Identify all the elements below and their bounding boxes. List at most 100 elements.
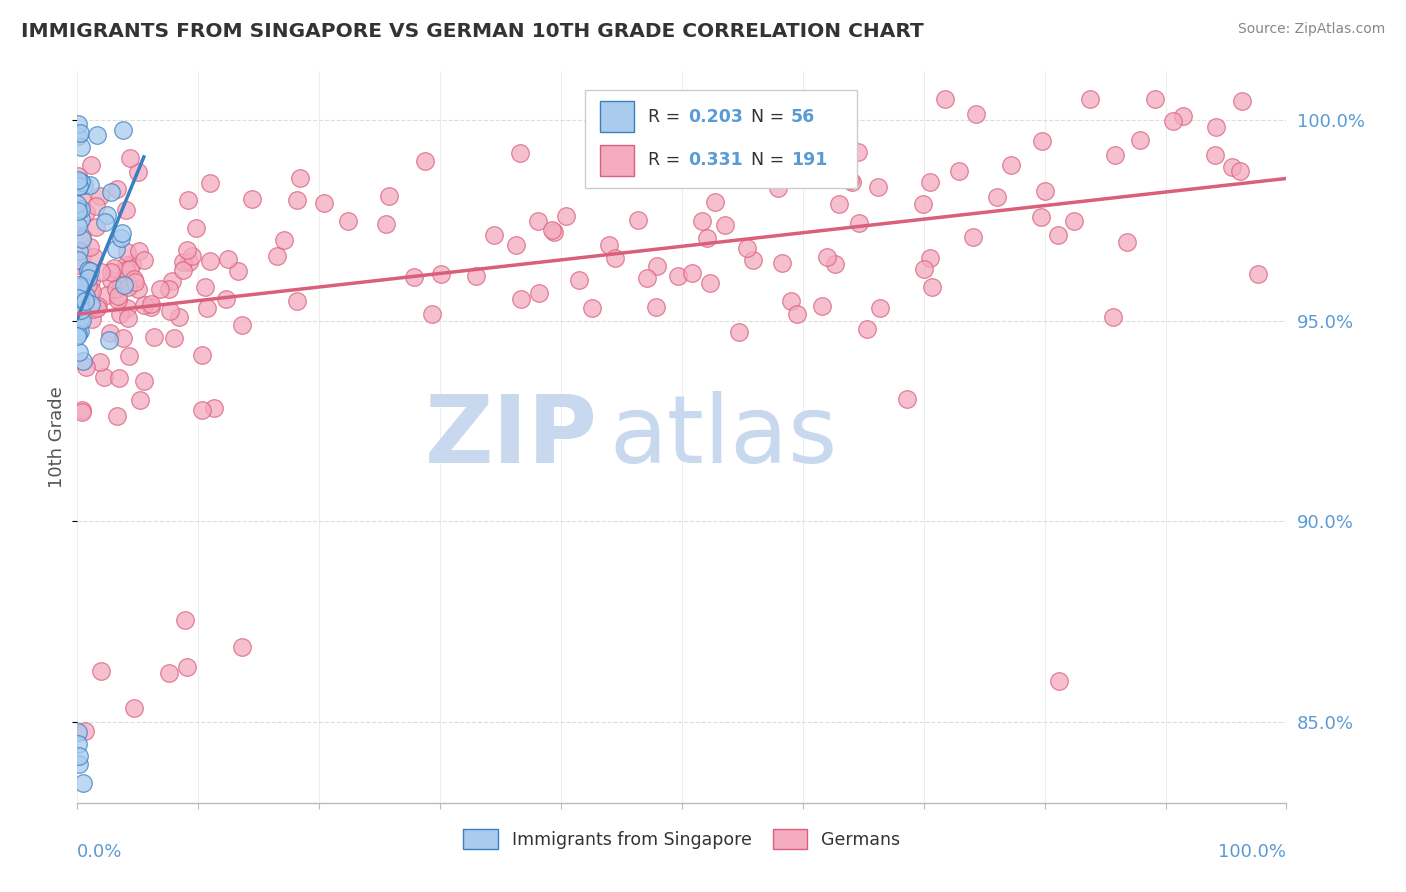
- Point: [94, 215, 117, 229]
- Point: [66, 197, 89, 211]
- Point: [186, 221, 208, 235]
- Point: [375, 217, 398, 231]
- Point: [200, 177, 222, 191]
- Bar: [600, 102, 634, 132]
- Point: [114, 263, 136, 277]
- Point: [176, 243, 198, 257]
- Point: [1033, 184, 1056, 198]
- Point: [555, 209, 578, 223]
- Point: [111, 278, 134, 293]
- Point: [121, 256, 143, 270]
- Point: [132, 297, 155, 311]
- Text: R =: R =: [648, 151, 686, 169]
- Point: [636, 270, 658, 285]
- Point: [67, 280, 90, 294]
- Point: [509, 145, 531, 160]
- Point: [127, 165, 149, 179]
- Point: [83, 250, 105, 264]
- Point: [69, 293, 91, 307]
- Text: 0.331: 0.331: [688, 151, 742, 169]
- Point: [645, 300, 668, 314]
- Point: [226, 264, 249, 278]
- Point: [725, 135, 748, 149]
- Point: [100, 273, 122, 287]
- Point: [98, 326, 121, 341]
- Point: [100, 265, 122, 279]
- Point: [290, 171, 312, 186]
- Text: N =: N =: [751, 108, 790, 126]
- Point: [110, 231, 132, 245]
- Point: [918, 175, 941, 189]
- Point: [72, 776, 94, 790]
- Point: [198, 254, 221, 268]
- Point: [69, 175, 91, 189]
- Point: [66, 320, 89, 334]
- Point: [856, 322, 879, 336]
- Point: [66, 725, 89, 739]
- Point: [962, 229, 984, 244]
- Point: [86, 301, 108, 316]
- Point: [67, 244, 90, 259]
- Point: [838, 173, 860, 187]
- Text: 0.0%: 0.0%: [77, 843, 122, 861]
- Point: [1063, 214, 1085, 228]
- Point: [108, 308, 131, 322]
- Point: [1116, 235, 1139, 249]
- Point: [70, 405, 93, 419]
- Point: [67, 278, 90, 293]
- Point: [690, 214, 713, 228]
- Point: [1102, 310, 1125, 324]
- Point: [79, 283, 101, 297]
- Point: [312, 195, 335, 210]
- Point: [69, 324, 91, 338]
- Point: [413, 154, 436, 169]
- Point: [80, 274, 103, 288]
- Point: [174, 613, 197, 627]
- Point: [965, 107, 987, 121]
- Point: [986, 190, 1008, 204]
- Point: [80, 158, 103, 172]
- Point: [159, 282, 181, 296]
- Point: [73, 294, 96, 309]
- Point: [1078, 93, 1101, 107]
- Point: [598, 237, 620, 252]
- Point: [786, 307, 808, 321]
- Point: [934, 93, 956, 107]
- Point: [742, 253, 765, 268]
- Point: [543, 225, 565, 239]
- Point: [505, 238, 527, 252]
- Point: [105, 182, 128, 196]
- Point: [848, 216, 870, 230]
- Point: [666, 268, 689, 283]
- Point: [96, 288, 118, 302]
- Point: [896, 392, 918, 407]
- Point: [97, 333, 120, 347]
- Point: [67, 203, 90, 218]
- Point: [87, 299, 110, 313]
- Point: [645, 259, 668, 273]
- Point: [139, 297, 162, 311]
- Point: [115, 244, 138, 259]
- Point: [90, 265, 112, 279]
- Point: [336, 214, 359, 228]
- Point: [93, 370, 115, 384]
- Point: [111, 226, 134, 240]
- Point: [82, 302, 104, 317]
- Point: [1229, 164, 1251, 178]
- Point: [157, 666, 180, 681]
- Point: [86, 128, 108, 142]
- Point: [80, 297, 103, 311]
- Point: [1047, 674, 1070, 689]
- Point: [527, 286, 550, 301]
- Point: [105, 242, 128, 256]
- Point: [84, 198, 107, 212]
- Text: 100.0%: 100.0%: [1219, 843, 1286, 861]
- Point: [75, 359, 97, 374]
- Point: [148, 282, 170, 296]
- Point: [118, 350, 141, 364]
- Point: [75, 204, 97, 219]
- Point: [67, 307, 90, 321]
- Text: 56: 56: [790, 108, 815, 126]
- Point: [217, 252, 239, 267]
- Point: [69, 126, 91, 140]
